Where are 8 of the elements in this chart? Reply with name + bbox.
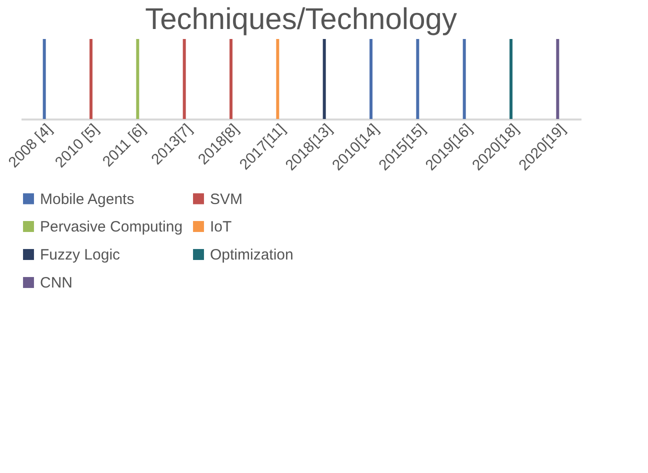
legend-label: Pervasive Computing bbox=[40, 218, 183, 236]
legend-label: Mobile Agents bbox=[40, 190, 134, 208]
legend-label: Fuzzy Logic bbox=[40, 246, 121, 264]
legend-label: Optimization bbox=[210, 246, 294, 264]
legend-label: SVM bbox=[210, 190, 243, 208]
chart-title: Techniques/Technology bbox=[145, 3, 457, 36]
legend-label: IoT bbox=[210, 218, 232, 236]
legend-label: CNN bbox=[40, 274, 72, 292]
